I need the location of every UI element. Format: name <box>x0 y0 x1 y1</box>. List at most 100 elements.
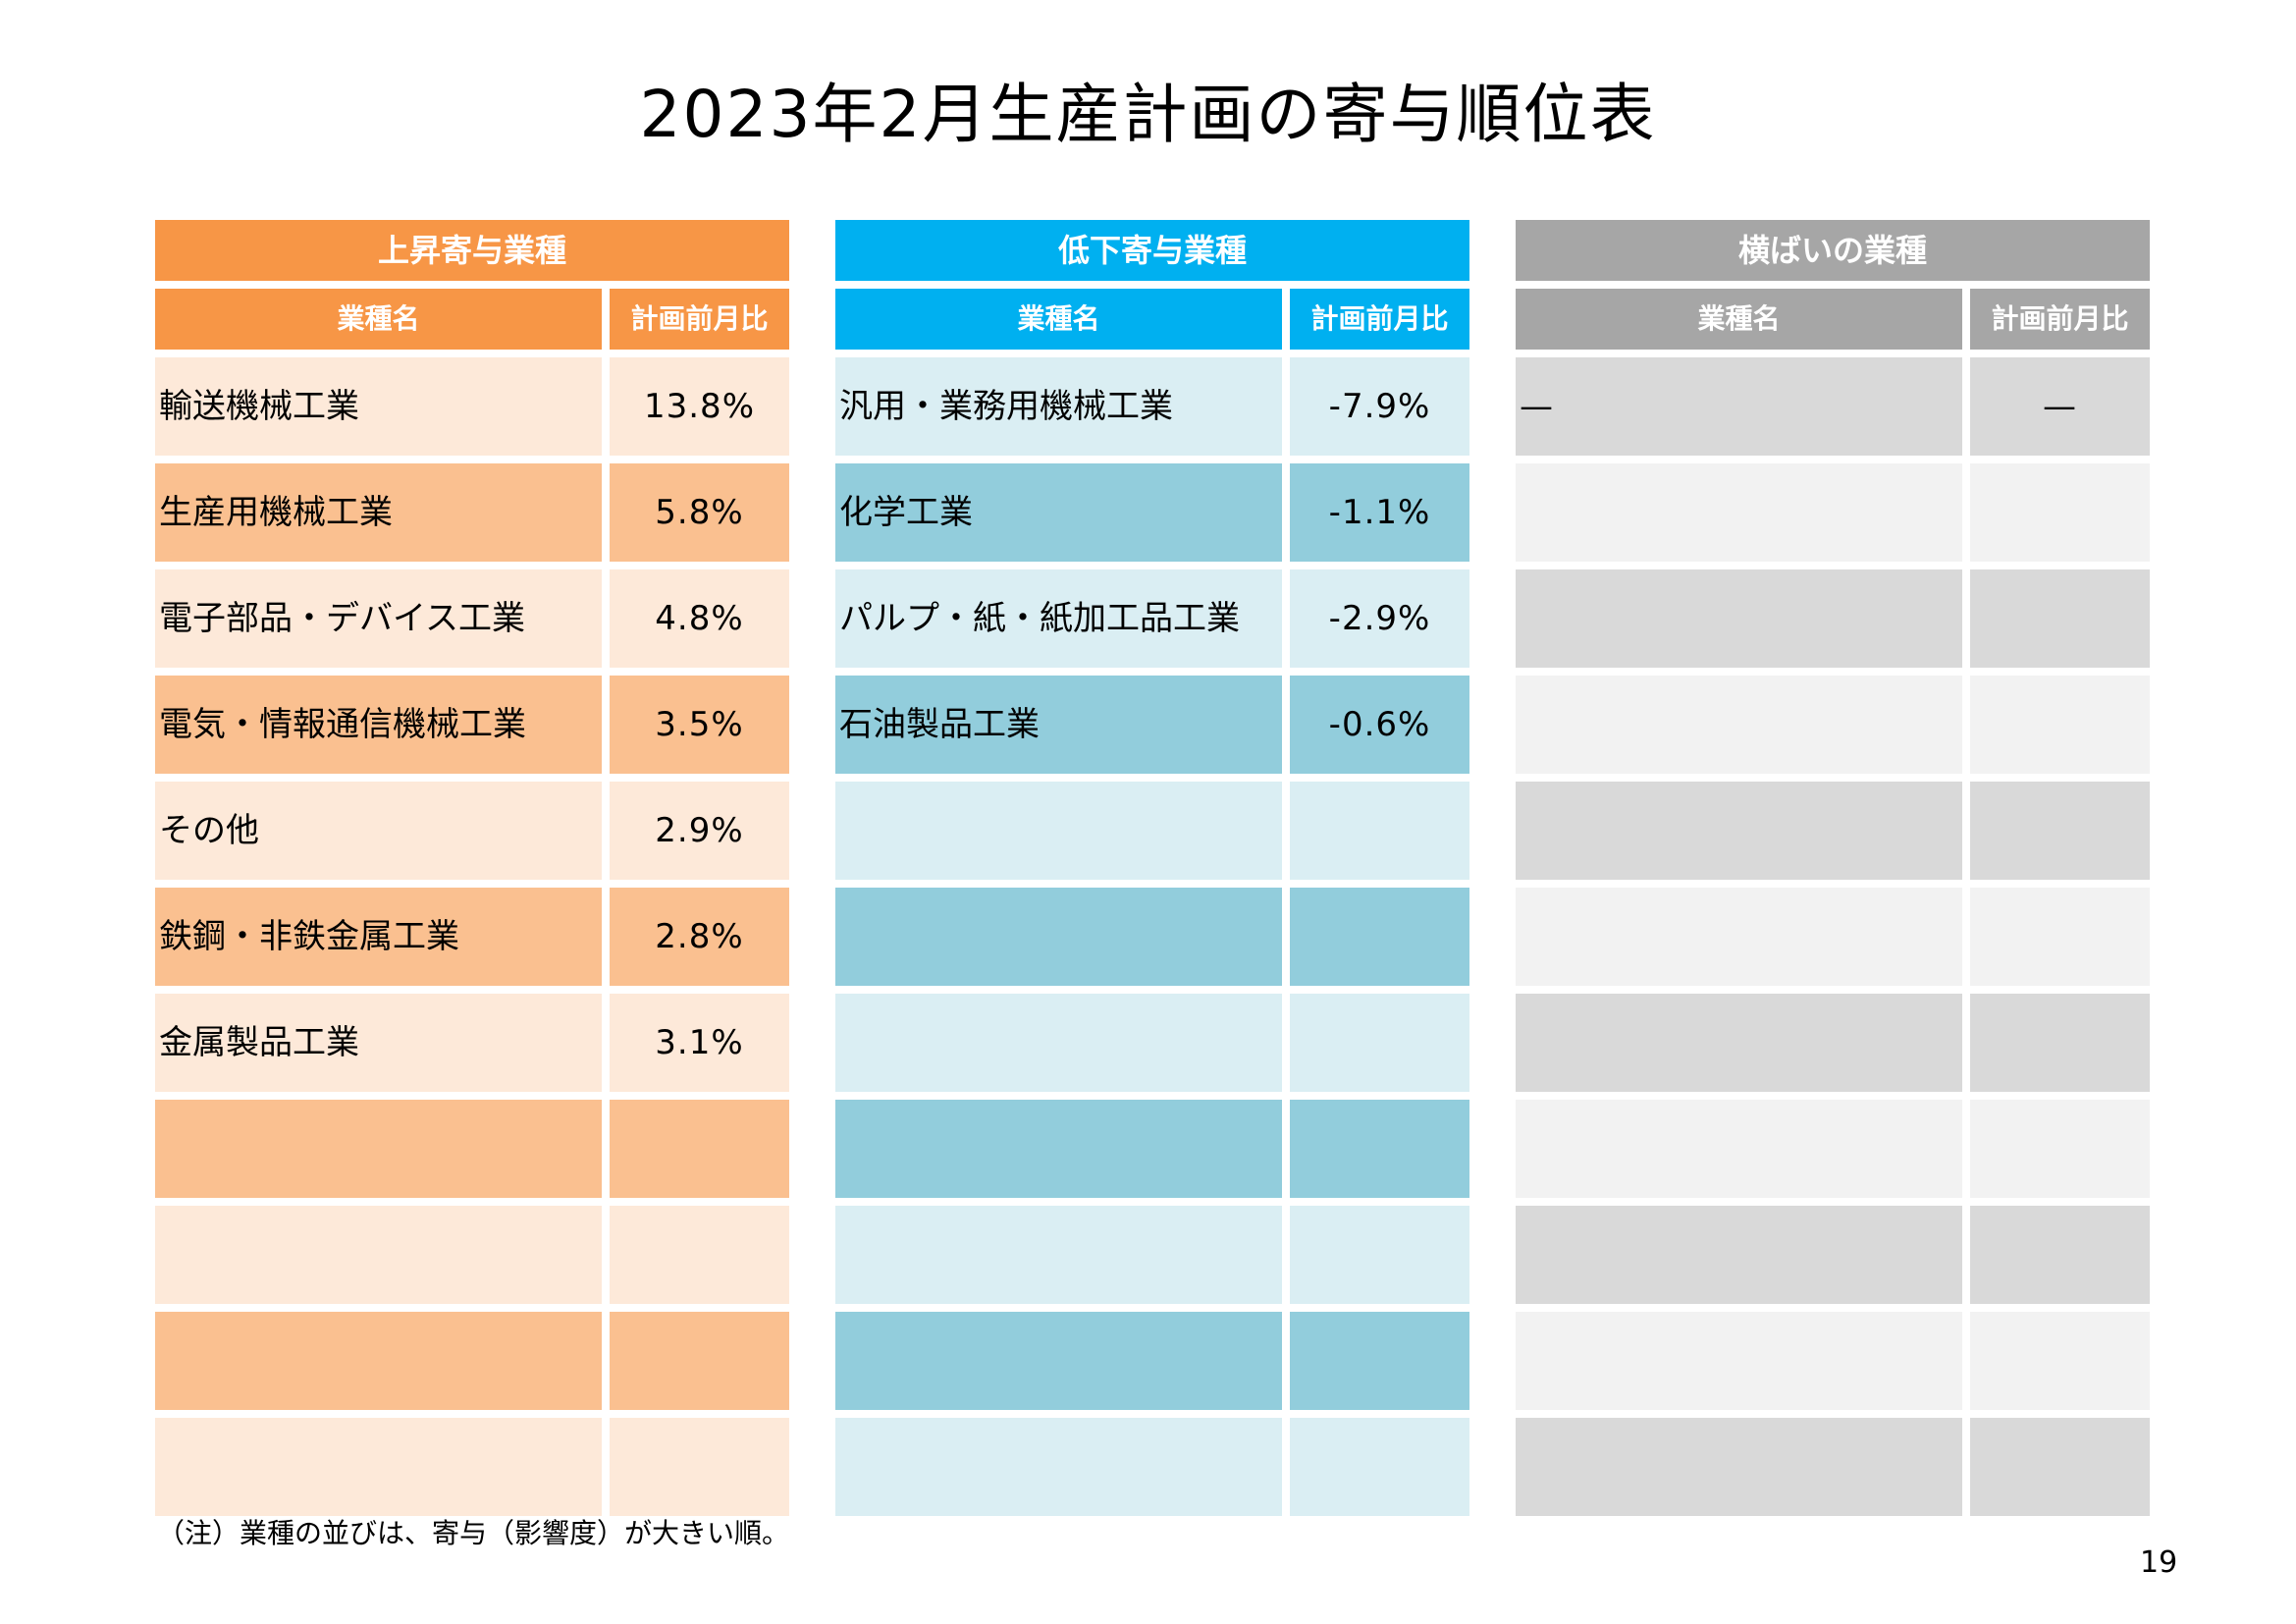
rising-contribution-panel: 上昇寄与業種 業種名 計画前月比 輸送機械工業 13.8% 生産用機械工業 5.8% 電… <box>155 220 789 1524</box>
table-row: — — <box>1516 357 2150 456</box>
mom-ratio-value: — <box>1970 357 2150 456</box>
industry-name <box>1516 1418 1962 1516</box>
table-row <box>835 1100 1469 1198</box>
table-row <box>1516 782 2150 880</box>
table-row: 電気・情報通信機械工業 3.5% <box>155 676 789 774</box>
table-row: 金属製品工業 3.1% <box>155 994 789 1092</box>
mom-ratio-value: 4.8% <box>610 569 789 668</box>
column-header-industry: 業種名 <box>835 289 1282 350</box>
table-row <box>835 888 1469 986</box>
column-header-mom-ratio: 計画前月比 <box>610 289 789 350</box>
mom-ratio-value <box>1970 463 2150 562</box>
table-row: 石油製品工業 -0.6% <box>835 676 1469 774</box>
industry-name <box>1516 994 1962 1092</box>
industry-name: 汎用・業務用機械工業 <box>835 357 1282 456</box>
mom-ratio-value <box>610 1312 789 1410</box>
mom-ratio-value <box>610 1418 789 1516</box>
industry-name: 輸送機械工業 <box>155 357 602 456</box>
table-row: 生産用機械工業 5.8% <box>155 463 789 562</box>
industry-name <box>835 1100 1282 1198</box>
mom-ratio-value <box>610 1100 789 1198</box>
mom-ratio-value <box>1290 1206 1469 1304</box>
column-header-mom-ratio: 計画前月比 <box>1290 289 1469 350</box>
industry-name: 化学工業 <box>835 463 1282 562</box>
page-number: 19 <box>2140 1545 2178 1580</box>
industry-name: 電子部品・デバイス工業 <box>155 569 602 668</box>
flat-panel-header: 横ばいの業種 <box>1516 220 2150 281</box>
industry-name: 金属製品工業 <box>155 994 602 1092</box>
mom-ratio-value <box>1970 1418 2150 1516</box>
industry-name <box>835 1312 1282 1410</box>
industry-name <box>835 888 1282 986</box>
mom-ratio-value: 2.9% <box>610 782 789 880</box>
industry-name <box>155 1206 602 1304</box>
mom-ratio-value: -2.9% <box>1290 569 1469 668</box>
mom-ratio-value <box>1290 782 1469 880</box>
table-row <box>1516 994 2150 1092</box>
mom-ratio-value <box>1290 1100 1469 1198</box>
mom-ratio-value <box>1290 888 1469 986</box>
table-row <box>1516 1418 2150 1516</box>
mom-ratio-value: -0.6% <box>1290 676 1469 774</box>
table-row <box>835 1206 1469 1304</box>
falling-contribution-panel: 低下寄与業種 業種名 計画前月比 汎用・業務用機械工業 -7.9% 化学工業 -1.1… <box>835 220 1469 1524</box>
falling-panel-header: 低下寄与業種 <box>835 220 1469 281</box>
footnote: （注）業種の並びは、寄与（影響度）が大きい順。 <box>157 1517 790 1549</box>
industry-name <box>1516 782 1962 880</box>
rising-column-headers: 業種名 計画前月比 <box>155 289 789 350</box>
industry-name <box>835 782 1282 880</box>
industry-name <box>1516 463 1962 562</box>
mom-ratio-value: -1.1% <box>1290 463 1469 562</box>
table-row <box>1516 1206 2150 1304</box>
mom-ratio-value: 3.1% <box>610 994 789 1092</box>
table-row <box>1516 1312 2150 1410</box>
industry-name <box>835 1418 1282 1516</box>
industry-name: 石油製品工業 <box>835 676 1282 774</box>
table-row <box>1516 1100 2150 1198</box>
mom-ratio-value: 5.8% <box>610 463 789 562</box>
table-row: その他 2.9% <box>155 782 789 880</box>
industry-name: パルプ・紙・紙加工品工業 <box>835 569 1282 668</box>
rising-panel-header: 上昇寄与業種 <box>155 220 789 281</box>
table-row <box>155 1418 789 1516</box>
mom-ratio-value: -7.9% <box>1290 357 1469 456</box>
table-row <box>835 1418 1469 1516</box>
table-row <box>1516 888 2150 986</box>
mom-ratio-value <box>1970 782 2150 880</box>
mom-ratio-value <box>1970 569 2150 668</box>
industry-name <box>1516 888 1962 986</box>
table-row: 汎用・業務用機械工業 -7.9% <box>835 357 1469 456</box>
industry-name: 鉄鋼・非鉄金属工業 <box>155 888 602 986</box>
falling-rows: 汎用・業務用機械工業 -7.9% 化学工業 -1.1% パルプ・紙・紙加工品工業 -2.9… <box>835 357 1469 1516</box>
mom-ratio-value <box>1970 994 2150 1092</box>
industry-name <box>1516 676 1962 774</box>
rising-rows: 輸送機械工業 13.8% 生産用機械工業 5.8% 電子部品・デバイス工業 4.8% 電気・… <box>155 357 789 1516</box>
falling-column-headers: 業種名 計画前月比 <box>835 289 1469 350</box>
mom-ratio-value: 13.8% <box>610 357 789 456</box>
mom-ratio-value <box>1970 1206 2150 1304</box>
industry-name <box>835 1206 1282 1304</box>
column-header-industry: 業種名 <box>1516 289 1962 350</box>
flat-industry-panel: 横ばいの業種 業種名 計画前月比 — — <box>1516 220 2150 1524</box>
industry-name <box>835 994 1282 1092</box>
table-row <box>1516 676 2150 774</box>
industry-name <box>155 1312 602 1410</box>
table-row <box>155 1206 789 1304</box>
industry-name <box>1516 569 1962 668</box>
table-row <box>1516 463 2150 562</box>
table-row: パルプ・紙・紙加工品工業 -2.9% <box>835 569 1469 668</box>
mom-ratio-value <box>1970 676 2150 774</box>
table-row: 鉄鋼・非鉄金属工業 2.8% <box>155 888 789 986</box>
industry-name <box>155 1418 602 1516</box>
mom-ratio-value <box>1290 1312 1469 1410</box>
table-row <box>835 994 1469 1092</box>
table-row <box>1516 569 2150 668</box>
table-row <box>835 782 1469 880</box>
table-row <box>155 1100 789 1198</box>
industry-name: 電気・情報通信機械工業 <box>155 676 602 774</box>
table-row: 輸送機械工業 13.8% <box>155 357 789 456</box>
mom-ratio-value <box>1290 1418 1469 1516</box>
mom-ratio-value <box>1970 888 2150 986</box>
industry-name: その他 <box>155 782 602 880</box>
mom-ratio-value: 3.5% <box>610 676 789 774</box>
